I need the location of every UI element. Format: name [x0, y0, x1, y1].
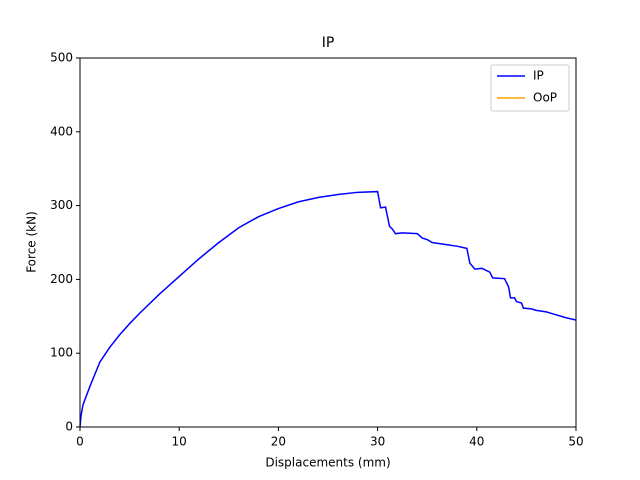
- x-axis-label: Displacements (mm): [265, 456, 390, 470]
- plot-frame: [79, 57, 577, 428]
- y-axis-label: Force (kN): [25, 211, 39, 273]
- legend-label: OoP: [533, 91, 557, 105]
- x-tick-label: 30: [370, 435, 385, 449]
- x-tick-label: 20: [271, 435, 286, 449]
- legend-label: IP: [533, 69, 544, 83]
- y-tick-label: 100: [50, 346, 73, 360]
- y-tick-label: 400: [50, 124, 73, 138]
- legend-box: [490, 64, 570, 112]
- x-tick-label: 50: [568, 435, 583, 449]
- x-tick-label: 0: [76, 435, 84, 449]
- y-tick-label: 200: [50, 272, 73, 286]
- y-tick-label: 300: [50, 198, 73, 212]
- y-tick-label: 0: [65, 420, 73, 434]
- chart-title: IP: [322, 35, 335, 51]
- y-tick-label: 500: [50, 51, 73, 65]
- x-tick-label: 40: [469, 435, 484, 449]
- x-tick-label: 10: [172, 435, 187, 449]
- data-line: [79, 190, 577, 428]
